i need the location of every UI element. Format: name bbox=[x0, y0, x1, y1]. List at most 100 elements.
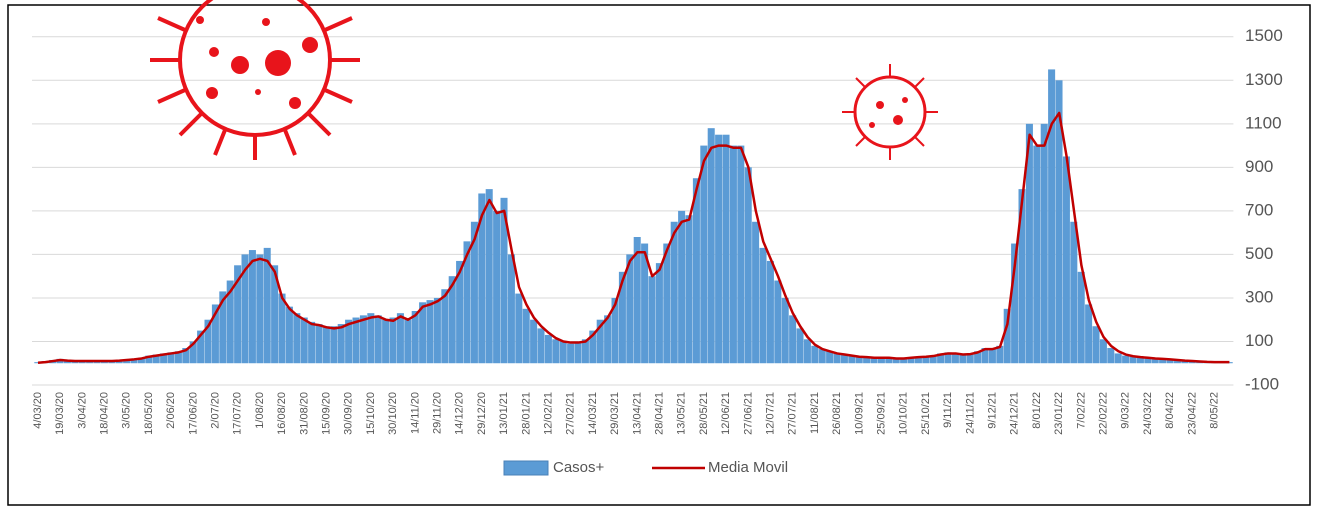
bar bbox=[974, 351, 982, 364]
bar bbox=[1166, 359, 1174, 364]
bar bbox=[552, 339, 560, 364]
legend: Casos+ Media Movil bbox=[503, 459, 788, 476]
bar bbox=[1048, 69, 1056, 364]
y-tick-label: 300 bbox=[1245, 287, 1273, 306]
bar bbox=[300, 317, 308, 364]
bar bbox=[234, 265, 242, 364]
bar bbox=[567, 343, 575, 364]
bar bbox=[478, 193, 486, 364]
bar bbox=[1003, 308, 1011, 364]
bar bbox=[182, 348, 190, 364]
bar bbox=[900, 357, 908, 364]
bar bbox=[1040, 123, 1048, 364]
bar bbox=[707, 128, 715, 364]
x-tick-label: 2/07/20 bbox=[210, 392, 222, 429]
bar bbox=[1122, 355, 1130, 364]
bar bbox=[1144, 358, 1152, 364]
bar bbox=[833, 353, 841, 364]
bar bbox=[729, 145, 737, 364]
bar bbox=[278, 293, 286, 364]
bar bbox=[1159, 359, 1167, 364]
bar bbox=[1033, 145, 1041, 364]
bar bbox=[34, 362, 42, 364]
bar bbox=[485, 189, 493, 364]
bar bbox=[1055, 80, 1063, 364]
bar bbox=[441, 289, 449, 364]
bar bbox=[929, 355, 937, 364]
bar bbox=[907, 357, 915, 364]
bar bbox=[1018, 189, 1026, 364]
bar bbox=[241, 254, 249, 364]
bar bbox=[256, 254, 264, 364]
x-tick-label: 9/03/22 bbox=[1120, 392, 1132, 429]
x-tick-label: 24/03/22 bbox=[1142, 392, 1154, 435]
x-tick-label: 12/02/21 bbox=[543, 392, 555, 435]
bar bbox=[1062, 156, 1070, 364]
bar bbox=[840, 354, 848, 364]
x-tick-label: 24/12/21 bbox=[1009, 392, 1021, 435]
x-tick-label: 8/05/22 bbox=[1209, 392, 1221, 429]
bar bbox=[655, 263, 663, 364]
bar bbox=[493, 210, 501, 364]
x-tick-label: 7/02/22 bbox=[1075, 392, 1087, 429]
bar bbox=[1070, 221, 1078, 364]
bar bbox=[722, 134, 730, 364]
x-tick-label: 14/12/20 bbox=[454, 392, 466, 435]
x-tick-label: 13/04/21 bbox=[631, 392, 643, 435]
bar bbox=[522, 308, 530, 364]
bar bbox=[744, 167, 752, 364]
bar bbox=[433, 297, 441, 364]
bar bbox=[715, 134, 723, 364]
bar bbox=[877, 357, 885, 364]
bar bbox=[922, 356, 930, 364]
bar bbox=[1129, 356, 1137, 364]
bar bbox=[152, 354, 160, 364]
bar bbox=[959, 354, 967, 364]
virus-icon-large bbox=[150, 0, 360, 160]
y-tick-label: 1500 bbox=[1245, 26, 1283, 45]
bar bbox=[359, 315, 367, 364]
bar bbox=[648, 276, 656, 364]
bar bbox=[1025, 123, 1033, 364]
x-tick-label: 27/02/21 bbox=[565, 392, 577, 435]
bar bbox=[766, 260, 774, 364]
x-tick-label: 27/06/21 bbox=[742, 392, 754, 435]
bar bbox=[389, 317, 397, 364]
bar bbox=[315, 324, 323, 364]
x-tick-label: 29/03/21 bbox=[609, 392, 621, 435]
bar bbox=[774, 280, 782, 364]
x-tick-label: 9/12/21 bbox=[987, 392, 999, 429]
bar bbox=[618, 271, 626, 364]
bar bbox=[796, 328, 804, 364]
bar bbox=[537, 328, 545, 364]
bar bbox=[322, 326, 330, 364]
bar bbox=[981, 348, 989, 364]
plot-area: -100 100 300 500 700 900 1100 1300 1500 4/03/20 19… bbox=[32, 26, 1283, 435]
bar bbox=[604, 315, 612, 364]
x-tick-label: 14/03/21 bbox=[587, 392, 599, 435]
bar bbox=[345, 319, 353, 364]
bar bbox=[285, 306, 293, 364]
legend-swatch bbox=[503, 460, 549, 476]
bar bbox=[700, 145, 708, 364]
bar bbox=[966, 353, 974, 364]
bar bbox=[500, 197, 508, 364]
bar bbox=[885, 357, 893, 364]
bar bbox=[944, 352, 952, 364]
y-tick-label: 1300 bbox=[1245, 70, 1283, 89]
bar bbox=[197, 330, 205, 364]
bar bbox=[826, 351, 834, 364]
bar bbox=[574, 342, 582, 364]
x-tick-label: 1/08/20 bbox=[254, 392, 266, 429]
bar bbox=[160, 353, 168, 364]
x-tick-label: 19/03/20 bbox=[54, 392, 66, 435]
x-tick-label: 25/09/21 bbox=[876, 392, 888, 435]
legend-label: Media Movil bbox=[708, 459, 788, 476]
bar bbox=[1114, 353, 1122, 364]
bar bbox=[396, 313, 404, 364]
bar bbox=[463, 241, 471, 364]
bar bbox=[263, 247, 271, 364]
bar bbox=[581, 339, 589, 364]
y-tick-label: 100 bbox=[1245, 331, 1273, 350]
bar bbox=[174, 351, 182, 364]
